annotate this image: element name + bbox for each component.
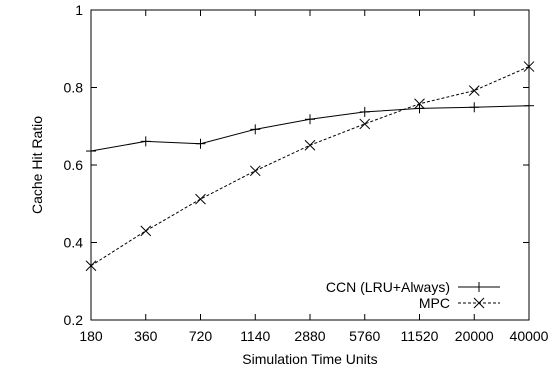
data-point	[249, 165, 261, 177]
x-axis-label: Simulation Time Units	[242, 351, 377, 367]
y-axis-ticks: 0.2 0.4 0.6 0.8 1	[64, 2, 529, 328]
data-point	[523, 61, 535, 72]
data-point	[195, 193, 206, 205]
x-tick-label: 5760	[349, 328, 380, 344]
y-tick-label: 0.6	[64, 157, 84, 173]
series-layer	[85, 61, 535, 272]
y-tick-label: 0.8	[64, 80, 84, 96]
data-point	[250, 124, 261, 135]
legend-label: CCN (LRU+Always)	[326, 279, 450, 295]
series-line	[90, 105, 530, 152]
data-point	[304, 139, 316, 151]
data-point	[468, 85, 480, 96]
data-point	[140, 225, 152, 237]
x-tick-label: 40000	[510, 328, 549, 344]
legend-marker	[473, 297, 485, 309]
series-mpc	[85, 61, 535, 272]
series-line	[90, 66, 530, 267]
y-tick-label: 0.2	[64, 312, 84, 328]
data-point	[195, 138, 206, 149]
data-point	[469, 102, 480, 113]
y-axis-label: Cache Hit Ratio	[29, 116, 45, 214]
x-tick-label: 360	[134, 328, 158, 344]
data-point	[414, 103, 425, 114]
x-tick-label: 11520	[401, 328, 439, 344]
data-point	[86, 146, 96, 157]
data-point	[85, 260, 97, 272]
data-point	[359, 118, 371, 130]
data-point	[524, 100, 534, 111]
x-tick-label: 1140	[240, 328, 270, 344]
data-point	[305, 114, 315, 125]
x-tick-label: 2880	[294, 328, 325, 344]
x-tick-label: 180	[79, 328, 103, 344]
legend: CCN (LRU+Always)MPC	[326, 279, 500, 311]
y-tick-label: 0.4	[64, 235, 84, 251]
data-point	[414, 98, 425, 110]
plot-frame	[90, 9, 530, 321]
y-tick-label: 1	[75, 2, 83, 18]
legend-label: MPC	[419, 295, 450, 311]
x-tick-label: 720	[189, 328, 213, 344]
series-ccn	[86, 100, 534, 157]
legend-marker	[474, 282, 484, 292]
data-point	[140, 136, 151, 147]
data-point	[359, 106, 370, 117]
x-axis-ticks: 180 360 720 1140 2880 5760 11520 20000 40000	[79, 10, 549, 344]
x-tick-label: 20000	[455, 328, 494, 344]
